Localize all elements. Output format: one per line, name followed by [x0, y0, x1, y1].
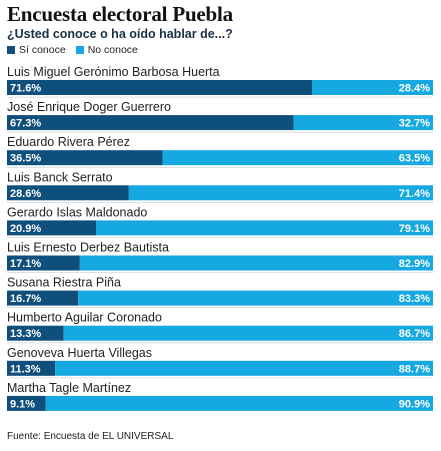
label-unknown: 32.7% [399, 118, 430, 130]
bar-known [7, 395, 46, 411]
label-unknown: 28.4% [399, 83, 430, 95]
bar-unknown [79, 255, 433, 271]
label-unknown: 82.9% [399, 258, 430, 270]
bar-unknown [162, 150, 434, 166]
bar-unknown [55, 360, 433, 376]
legend-label-unknown: No conoce [87, 44, 138, 56]
candidate-name: Genoveva Huerta Villegas [7, 346, 152, 360]
label-unknown: 71.4% [399, 188, 430, 200]
candidate-name: Eduardo Rivera Pérez [7, 135, 130, 149]
label-known: 28.6% [10, 188, 41, 200]
label-known: 71.6% [10, 83, 41, 95]
label-unknown: 63.5% [399, 153, 430, 165]
legend-item-unknown: No conoce [75, 44, 138, 56]
bar-unknown [96, 220, 433, 236]
bar-unknown [128, 185, 433, 201]
chart-title: Encuesta electoral Puebla [7, 2, 233, 26]
legend-item-known: Sí conoce [7, 44, 66, 56]
label-known: 20.9% [10, 223, 41, 235]
bar-unknown [78, 290, 433, 306]
label-known: 9.1% [10, 398, 35, 410]
candidate-name: Gerardo Islas Maldonado [7, 205, 147, 219]
label-known: 67.3% [10, 118, 41, 130]
bar-known [7, 115, 294, 131]
label-known: 17.1% [10, 258, 41, 270]
bar-known [7, 80, 313, 95]
candidate-name: José Enrique Doger Guerrero [7, 100, 171, 114]
label-unknown: 88.7% [399, 363, 430, 375]
bar-known [7, 185, 129, 201]
legend: Sí conoce No conoce [7, 44, 138, 56]
bar-known [7, 325, 64, 341]
label-unknown: 79.1% [399, 223, 430, 235]
label-unknown: 83.3% [399, 293, 430, 305]
label-known: 13.3% [10, 328, 41, 340]
legend-label-known: Sí conoce [19, 44, 66, 56]
legend-swatch-unknown [75, 46, 84, 54]
bar-unknown [63, 325, 434, 341]
candidate-name: Susana Riestra Piña [7, 276, 121, 290]
candidate-name: Luis Miguel Gerónimo Barbosa Huerta [7, 65, 220, 79]
source-note: Fuente: Encuesta de EL UNIVERSAL [7, 431, 174, 442]
label-unknown: 86.7% [399, 328, 430, 340]
legend-swatch-known [7, 46, 15, 54]
candidate-name: Martha Tagle Martínez [7, 381, 131, 395]
bar-known [7, 360, 56, 376]
label-known: 36.5% [10, 153, 41, 165]
bar-known [7, 255, 80, 271]
chart-subtitle: ¿Usted conoce o ha oído hablar de...? [7, 27, 233, 41]
bar-known [7, 290, 79, 306]
label-unknown: 90.9% [399, 398, 430, 410]
bar-unknown [312, 80, 433, 95]
bar-unknown [45, 395, 434, 411]
bar-unknown [293, 115, 433, 131]
bar-known [7, 150, 163, 166]
candidate-name: Humberto Aguilar Coronado [7, 311, 162, 325]
candidate-name: Luis Banck Serrato [7, 170, 113, 184]
bar-known [7, 220, 97, 236]
candidate-name: Luis Ernesto Derbez Bautista [7, 241, 169, 255]
label-known: 11.3% [10, 363, 41, 375]
label-known: 16.7% [10, 293, 41, 305]
